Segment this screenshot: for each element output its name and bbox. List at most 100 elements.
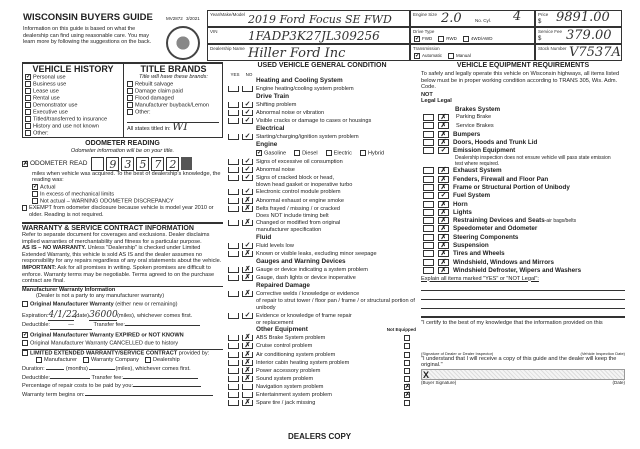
checkbox[interactable]: [25, 130, 31, 136]
engine-field[interactable]: Engine Size 2.0 No. Cyl. 4: [410, 10, 535, 27]
checkbox[interactable]: [25, 88, 31, 94]
condition-item[interactable]: ✗ Air conditioning system problem: [228, 351, 416, 359]
deductible2-field[interactable]: [50, 377, 90, 379]
condition-item[interactable]: ✗ Changed or modified from original: [228, 219, 416, 227]
not-legal-checkbox[interactable]: [423, 167, 434, 175]
equipment-item[interactable]: ✓ Emission Equipment: [421, 146, 625, 155]
fuel-option[interactable]: Electric: [325, 150, 352, 157]
yes-checkbox[interactable]: [228, 102, 239, 109]
odometer-digit[interactable]: 5: [136, 156, 150, 171]
condition-item[interactable]: ✗ Sound system problem: [228, 375, 416, 383]
no-checkbox[interactable]: ✗: [242, 334, 253, 342]
transmission-option[interactable]: ✓ Automatic: [414, 53, 442, 59]
no-checkbox[interactable]: ✓: [242, 188, 253, 196]
yes-checkbox[interactable]: [228, 267, 239, 274]
checkbox[interactable]: [25, 123, 31, 129]
legal-checkbox[interactable]: ✗: [438, 250, 449, 258]
checkbox[interactable]: [25, 109, 31, 115]
legal-checkbox[interactable]: ✗: [438, 183, 449, 191]
states-titled-value[interactable]: WI: [172, 120, 188, 133]
yes-checkbox[interactable]: [228, 251, 239, 258]
checkbox[interactable]: ✓: [414, 36, 421, 42]
yes-checkbox[interactable]: [228, 118, 239, 125]
checkbox[interactable]: [25, 102, 31, 108]
condition-item[interactable]: ✓ Visible cracks or damage to cases or ho…: [228, 117, 416, 125]
no-checkbox[interactable]: ✓: [242, 117, 253, 125]
condition-item[interactable]: ✓ Starting/charging/ignition system probl…: [228, 133, 416, 141]
not-legal-checkbox[interactable]: [423, 183, 434, 191]
no-checkbox[interactable]: ✗: [242, 266, 253, 274]
not-legal-checkbox[interactable]: [423, 242, 434, 250]
no-checkbox[interactable]: ✗: [242, 250, 253, 258]
no-checkbox[interactable]: [242, 383, 253, 390]
condition-item[interactable]: ✗ Interior cabin heating system problem: [228, 359, 416, 367]
provided-by-option[interactable]: Dealership: [144, 356, 180, 363]
not-equipped-checkbox[interactable]: [404, 367, 410, 374]
condition-item[interactable]: ✓ Signs of excessive oil consumption: [228, 158, 416, 166]
not-legal-checkbox[interactable]: [423, 200, 434, 208]
checkbox[interactable]: [82, 356, 89, 363]
no-checkbox[interactable]: ✓: [242, 174, 253, 181]
stock-number-field[interactable]: Stock Number V7537A: [535, 44, 622, 61]
not-legal-checkbox[interactable]: [423, 113, 434, 121]
odometer-option[interactable]: In excess of mechanical limits: [32, 190, 223, 198]
condition-item[interactable]: ✗ Spare tire / jack missing: [228, 399, 416, 407]
expiration-miles[interactable]: 36000: [89, 310, 118, 322]
no-checkbox[interactable]: ✓: [242, 312, 253, 319]
checkbox[interactable]: [127, 87, 133, 94]
drive-type-option[interactable]: ✓ FWD: [414, 36, 432, 42]
history-item[interactable]: ✓ Personal use: [25, 74, 123, 81]
limited-warranty-checkbox[interactable]: [22, 349, 28, 356]
equipment-item[interactable]: ✗ Lights: [421, 208, 625, 216]
no-checkbox[interactable]: ✗: [242, 359, 253, 366]
brand-item[interactable]: Rebuilt salvage: [127, 80, 223, 88]
odometer-option[interactable]: Not actual – WARNING ODOMETER DISCREPANC…: [32, 197, 223, 205]
condition-item[interactable]: ✓ Shifting problem: [228, 101, 416, 109]
no-checkbox[interactable]: ✗: [242, 351, 253, 358]
no-checkbox[interactable]: ✗: [242, 197, 253, 204]
no-checkbox[interactable]: [242, 392, 253, 399]
history-item[interactable]: Business use: [25, 81, 123, 88]
yes-checkbox[interactable]: [228, 158, 239, 165]
equipment-item[interactable]: ✗ Speedometer and Odometer: [421, 225, 625, 233]
buyer-signature-field[interactable]: X: [421, 368, 625, 380]
condition-item[interactable]: ✗ Known or visible leaks, excluding minor…: [228, 250, 416, 258]
checkbox[interactable]: [127, 108, 133, 115]
checkbox[interactable]: [127, 94, 133, 101]
condition-item[interactable]: ✓ Abnormal noise or vibration: [228, 109, 416, 117]
legal-checkbox[interactable]: ✗: [438, 122, 449, 130]
not-legal-checkbox[interactable]: [423, 258, 434, 266]
no-checkbox[interactable]: ✓: [242, 109, 253, 117]
transmission-option[interactable]: Manual: [448, 53, 471, 59]
legal-checkbox[interactable]: ✗: [438, 167, 449, 175]
expired-checkbox[interactable]: ✓: [22, 331, 29, 338]
no-checkbox[interactable]: ✓: [242, 101, 253, 109]
equipment-item[interactable]: Brakes System: [421, 105, 625, 113]
equipment-item[interactable]: ✗ Horn: [421, 200, 625, 208]
drive-type-option[interactable]: RWD: [438, 36, 457, 42]
condition-item[interactable]: ✗ Abnormal exhaust or engine smoke: [228, 197, 416, 205]
yes-checkbox[interactable]: [228, 275, 239, 282]
explain-line[interactable]: [421, 309, 625, 319]
equipment-item[interactable]: ✗ Doors, Hoods and Trunk Lid: [421, 138, 625, 146]
no-checkbox[interactable]: ✓: [242, 166, 253, 173]
legal-checkbox[interactable]: ✓: [438, 192, 449, 200]
yes-checkbox[interactable]: [228, 375, 239, 382]
checkbox[interactable]: [25, 81, 31, 87]
no-checkbox[interactable]: ✓: [242, 242, 253, 250]
condition-item[interactable]: ✗ ABS Brake System problem: [228, 334, 416, 342]
yes-checkbox[interactable]: [228, 367, 239, 374]
history-item[interactable]: Other:: [25, 130, 123, 137]
yes-checkbox[interactable]: [228, 383, 239, 390]
checkbox[interactable]: [32, 190, 38, 197]
checkbox[interactable]: [462, 36, 469, 42]
condition-item[interactable]: ✗ Corrective welds / knowledge or evidenc…: [228, 290, 416, 298]
history-item[interactable]: Lease use: [25, 88, 123, 95]
odometer-digit[interactable]: 2: [166, 156, 180, 171]
checkbox[interactable]: [294, 150, 301, 157]
equipment-item[interactable]: ✗ Frame or Structural Portion of Unibody: [421, 183, 625, 191]
no-checkbox[interactable]: ✓: [242, 158, 253, 165]
yes-checkbox[interactable]: [228, 197, 239, 204]
history-item[interactable]: Titled/transferred to insurance: [25, 116, 123, 123]
legal-checkbox[interactable]: ✗: [438, 258, 449, 266]
